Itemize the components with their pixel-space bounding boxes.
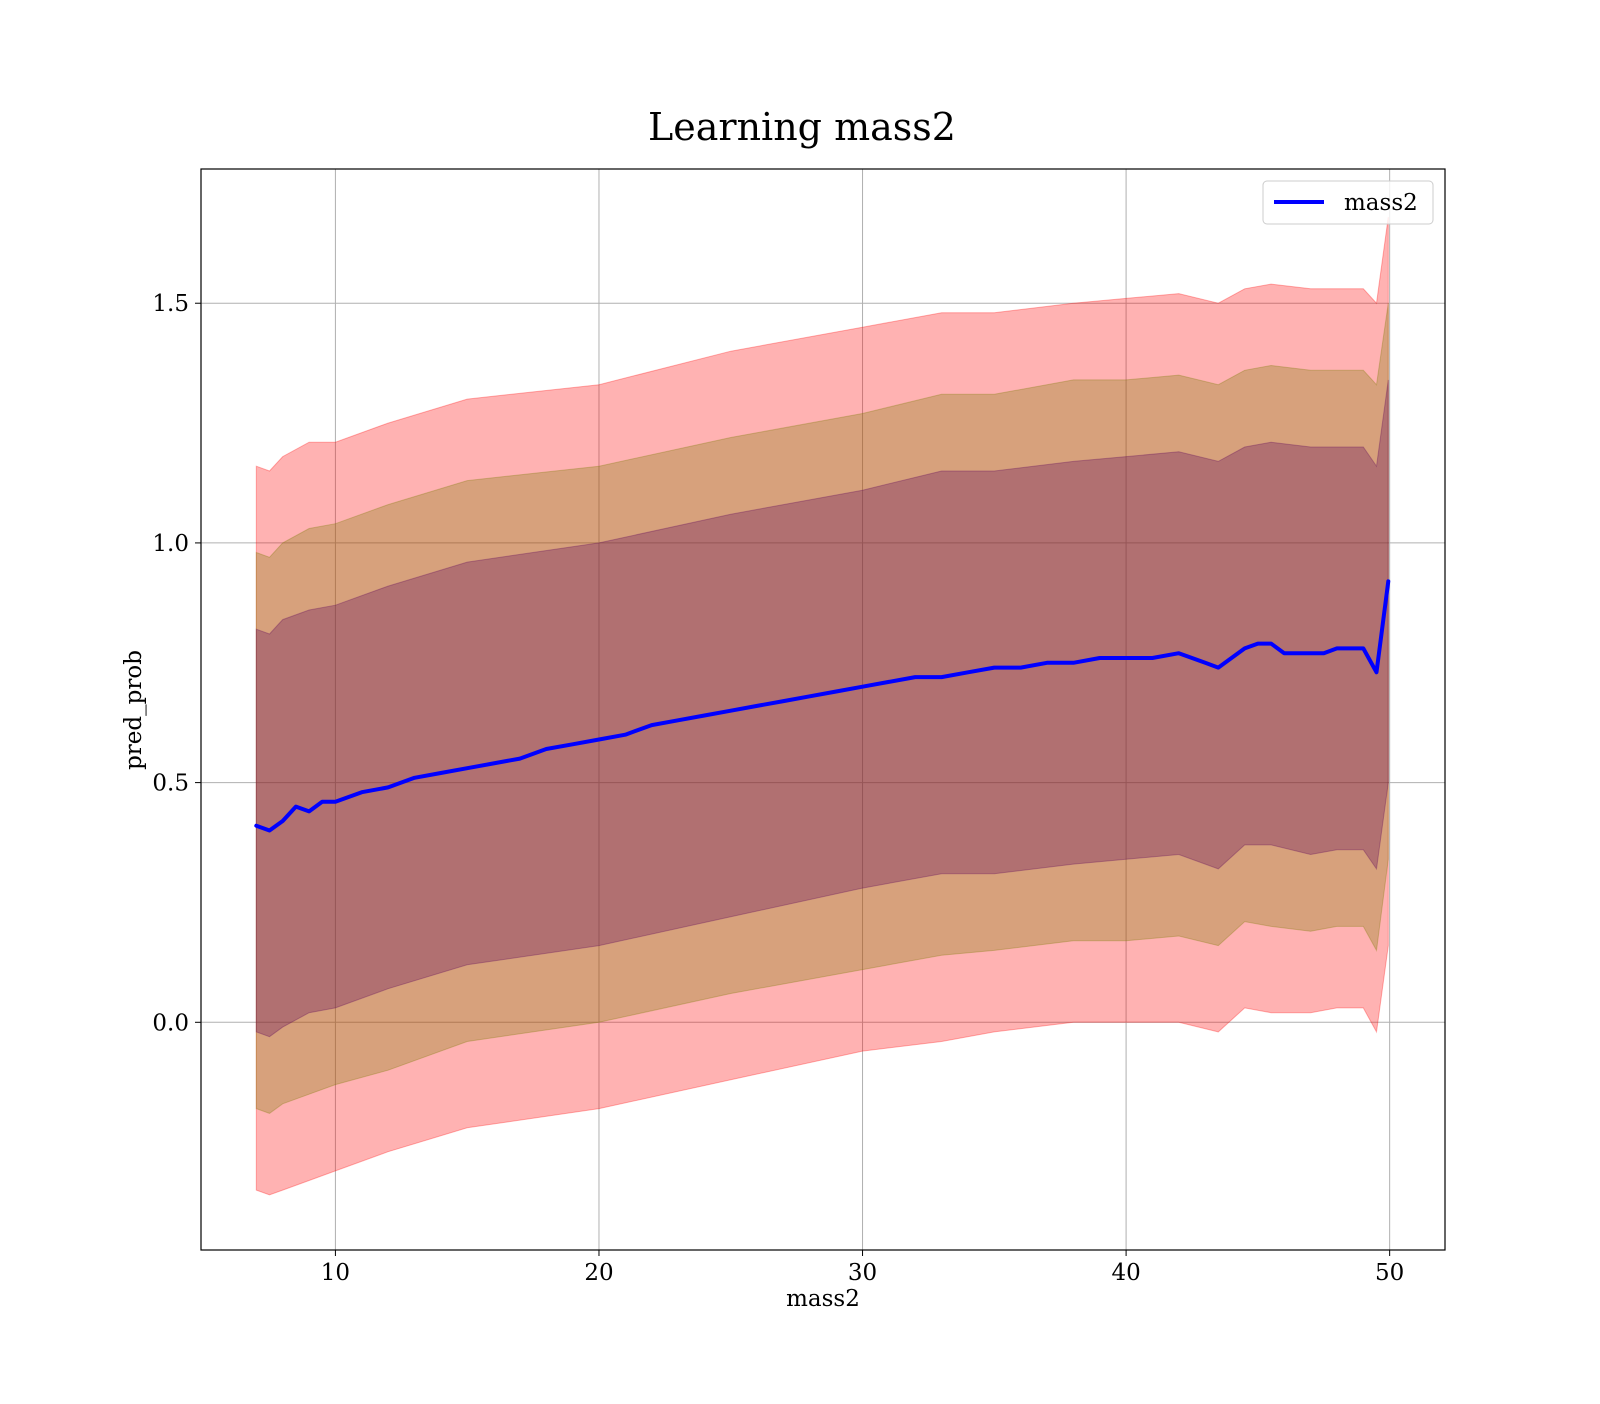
grid-lines bbox=[201, 169, 1445, 1250]
x-tick-label-0: 10 bbox=[321, 1260, 350, 1286]
legend: mass2 bbox=[1262, 180, 1434, 225]
y-tick-label-3: 1.5 bbox=[152, 291, 189, 317]
x-tick-label-2: 30 bbox=[848, 1260, 877, 1286]
x-tick-label-1: 20 bbox=[584, 1260, 613, 1286]
y-axis-label: pred_prob bbox=[121, 650, 147, 770]
legend-label-mass2: mass2 bbox=[1344, 190, 1418, 216]
x-axis-label: mass2 bbox=[786, 1286, 860, 1312]
series-line-0 bbox=[254, 579, 1391, 833]
chart-title: Learning mass2 bbox=[648, 105, 956, 149]
legend-box bbox=[1262, 180, 1434, 225]
x-tick-label-4: 50 bbox=[1375, 1260, 1404, 1286]
y-tick-label-2: 1.0 bbox=[152, 531, 189, 557]
band-2 bbox=[255, 379, 1389, 1038]
x-ticks: 10 20 30 40 50 bbox=[321, 1250, 1404, 1286]
series-lines bbox=[254, 579, 1391, 833]
confidence-bands bbox=[255, 216, 1389, 1196]
y-ticks: 0.0 0.5 1.0 1.5 bbox=[152, 291, 201, 1036]
y-tick-label-0: 0.0 bbox=[152, 1010, 189, 1036]
band-0 bbox=[255, 216, 1389, 1196]
band-1 bbox=[255, 303, 1389, 1114]
plot-frame bbox=[200, 168, 1446, 1251]
y-tick-label-1: 0.5 bbox=[152, 771, 189, 797]
x-tick-label-3: 40 bbox=[1111, 1260, 1140, 1286]
